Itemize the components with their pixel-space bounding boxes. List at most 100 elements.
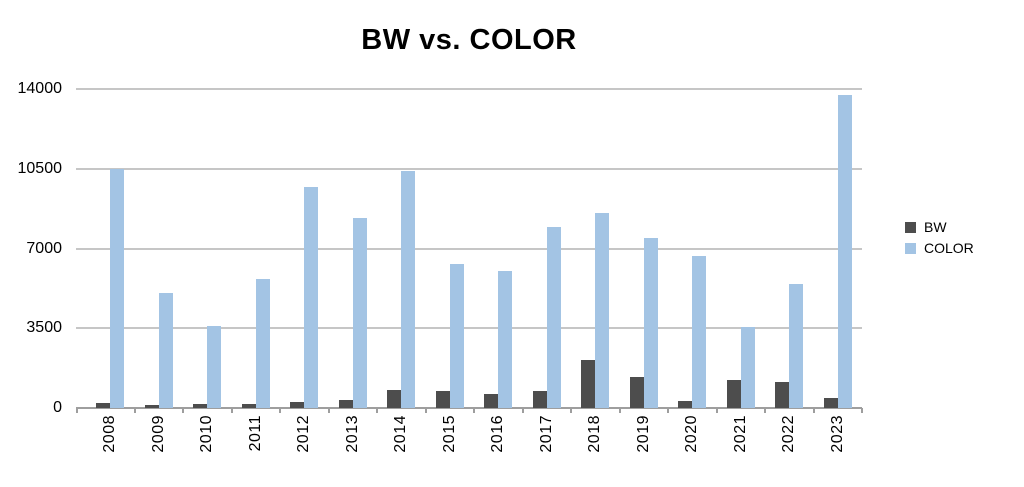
color-bar-2014 [401,171,416,408]
x-axis-label-2017: 2017 [537,415,555,453]
color-bar-2012 [304,187,319,408]
plot-area [86,89,863,413]
bar-group-2022 [765,89,815,413]
gridline-10500 [76,167,862,170]
x-label-cell-2013: 2013 [329,415,378,475]
x-axis-tick [327,408,330,413]
legend-item-bw: BW [905,220,974,234]
x-axis-label-2014: 2014 [392,415,410,453]
bar-group-2018 [571,89,621,413]
bw-bar-2016 [484,394,499,408]
x-axis-tick [570,408,572,413]
y-axis-tick-label: 14000 [17,80,63,97]
color-bar-2016 [498,271,513,408]
x-axis-label-2021: 2021 [731,415,749,453]
color-bar-2009 [158,293,173,408]
x-label-cell-2011: 2011 [232,415,281,475]
color-bar-2020 [692,256,707,408]
x-axis-tick [133,408,136,413]
legend-swatch-bw [905,221,916,233]
x-axis-label-2018: 2018 [586,415,604,453]
color-bar-2023 [837,95,852,408]
x-axis-label-2008: 2008 [101,415,119,453]
legend: BW COLOR [905,220,974,262]
x-axis-label-2016: 2016 [489,415,507,453]
x-axis-label-2010: 2010 [198,415,216,453]
x-axis-label-2013: 2013 [343,415,361,453]
x-axis-tick [618,408,621,413]
x-axis-label-2015: 2015 [440,415,458,453]
x-axis-label-2011: 2011 [246,415,264,452]
x-axis-label-2020: 2020 [683,415,701,453]
gridline-3500 [76,327,862,330]
x-axis-tick [182,408,184,413]
color-bar-2010 [207,326,222,408]
y-axis-tick-label: 10500 [17,159,63,177]
x-label-cell-2012: 2012 [280,415,329,475]
bar-group-2016 [474,89,524,413]
bar-group-2013 [329,89,378,413]
bw-bar-2008 [96,403,111,408]
plot-grid [76,88,862,413]
x-label-cell-2022: 2022 [765,415,814,475]
x-axis-tick [424,408,427,413]
x-axis-tick [764,408,766,413]
x-axis-tick [861,408,863,413]
bw-bar-2021 [726,380,741,408]
bw-bar-2017 [532,391,547,408]
gridline-14000 [76,88,862,90]
x-label-cell-2010: 2010 [183,415,232,475]
x-label-cell-2015: 2015 [426,415,475,475]
y-axis-labels: 0 3500 7000 10500 14000 [0,81,63,416]
x-label-cell-2009: 2009 [135,415,184,475]
x-axis-label-2022: 2022 [780,415,798,453]
legend-label-bw: BW [924,219,947,235]
x-label-cell-2014: 2014 [377,415,426,475]
bar-group-2012 [280,89,330,413]
bw-bar-2014 [387,390,402,408]
bar-group-2023 [814,89,863,413]
x-label-cell-2019: 2019 [620,415,669,475]
color-bar-2019 [643,238,658,408]
axis-start-tick [76,408,78,413]
x-axis-tick [812,408,815,413]
color-bar-2015 [449,264,464,408]
x-axis-tick [376,408,378,413]
x-axis-label-2009: 2009 [149,415,167,453]
x-axis-tick [667,408,669,413]
bar-group-2009 [135,89,184,413]
bw-bar-2013 [338,400,353,408]
bar-group-2008 [86,89,136,413]
x-axis-tick [230,408,233,413]
x-label-cell-2023: 2023 [814,415,863,475]
color-bar-2008 [110,169,125,408]
legend-swatch-color [905,242,916,254]
color-bar-2017 [546,227,561,408]
color-bar-2011 [255,279,270,408]
bar-group-2010 [183,89,233,413]
bar-group-2021 [717,89,766,413]
bar-group-2019 [620,89,669,413]
y-axis-tick-label: 3500 [26,319,62,337]
chart-title: BW vs. COLOR [361,24,577,56]
x-label-cell-2008: 2008 [86,415,135,475]
bar-group-2020 [668,89,718,413]
legend-label-color: COLOR [924,240,974,256]
color-bar-2022 [789,284,804,408]
y-axis-tick-label: 7000 [26,239,62,257]
bw-bar-2020 [678,401,693,408]
bw-bar-2018 [581,360,596,408]
color-bar-2013 [352,218,367,408]
x-label-cell-2020: 2020 [668,415,717,475]
bar-group-2015 [426,89,475,413]
x-axis-label-2019: 2019 [634,415,652,453]
bw-bar-2019 [629,377,644,408]
bw-bar-2010 [193,404,208,408]
x-axis-tick [473,408,475,413]
bw-bar-2012 [290,402,305,408]
bar-group-2011 [232,89,281,413]
y-axis-tick-label: 0 [53,399,62,416]
bw-bar-2015 [435,391,450,408]
bar-group-2014 [377,89,427,413]
